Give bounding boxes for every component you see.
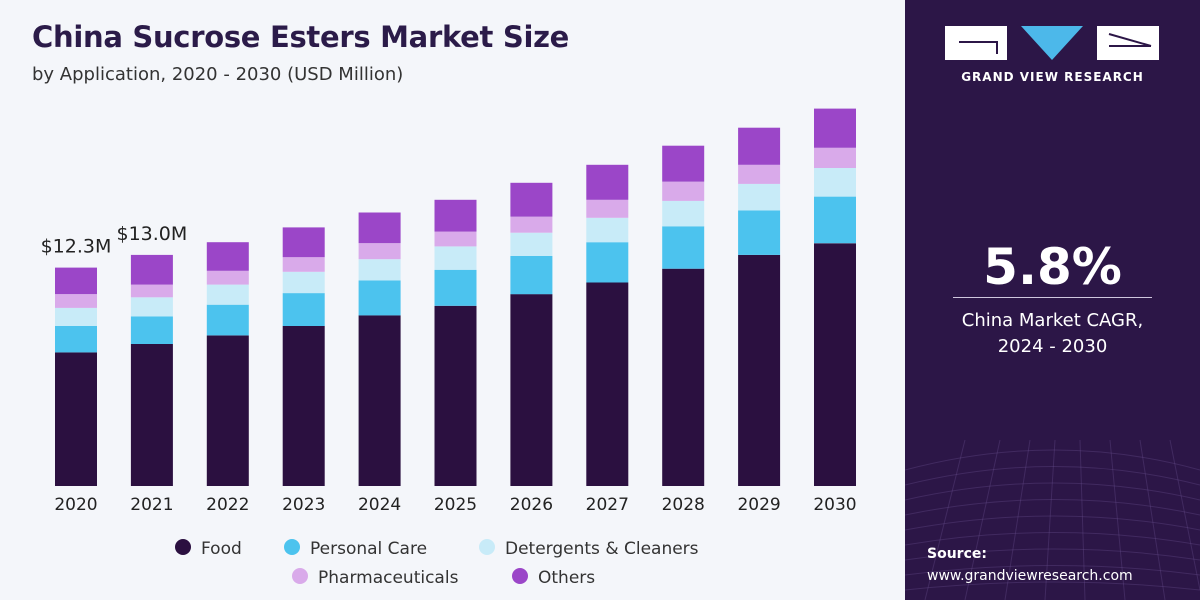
bar-segment-detergents-and-cleaners-2025 (434, 246, 477, 270)
x-tick-label-2024: 2024 (358, 495, 401, 515)
x-tick-label-2025: 2025 (434, 495, 477, 515)
bar-segment-pharmaceuticals-2030 (814, 147, 856, 168)
bar-segment-food-2030 (814, 243, 856, 486)
bar-segment-personal-care-2021 (130, 316, 173, 344)
bar-segment-others-2030 (814, 108, 856, 148)
bar-segment-others-2026 (510, 182, 553, 217)
bar-segment-personal-care-2028 (662, 226, 705, 269)
legend-label-pharmaceuticals: Pharmaceuticals (318, 568, 459, 588)
x-tick-label-2029: 2029 (737, 495, 780, 515)
bar-segment-pharmaceuticals-2020 (55, 294, 97, 308)
bar-segment-pharmaceuticals-2028 (662, 181, 705, 201)
bar-segment-detergents-and-cleaners-2027 (586, 217, 629, 243)
bar-segment-others-2024 (358, 212, 401, 244)
bar-segment-detergents-and-cleaners-2020 (55, 307, 97, 326)
x-tick-label-2023: 2023 (282, 495, 325, 515)
bar-segment-food-2023 (282, 325, 325, 486)
bar-segment-pharmaceuticals-2026 (510, 216, 553, 233)
bar-segment-food-2026 (510, 294, 553, 486)
bar-segment-detergents-and-cleaners-2021 (130, 297, 173, 317)
bar-segment-food-2021 (130, 344, 173, 486)
x-tick-label-2022: 2022 (206, 495, 249, 515)
stacked-bar-chart: 2020 2021 2022 2023 2024 2025 2026 2027 2028 2029… (41, 108, 857, 588)
x-tick-label-2027: 2027 (586, 495, 629, 515)
bar-segment-detergents-and-cleaners-2022 (206, 284, 249, 305)
legend-marker-personal-care (284, 539, 300, 555)
bar-segment-pharmaceuticals-2025 (434, 231, 477, 247)
legend-marker-detergents-and-cleaners (479, 539, 495, 555)
bar-segment-pharmaceuticals-2023 (282, 257, 325, 272)
grand-view-research-logo (945, 26, 1159, 60)
bar-segment-food-2022 (206, 335, 249, 486)
bar-segment-others-2025 (434, 199, 477, 232)
bar-segment-others-2023 (282, 227, 325, 258)
divider (953, 297, 1152, 298)
data-label-2021: $13.0M (117, 223, 188, 245)
bar-segment-pharmaceuticals-2021 (130, 284, 173, 298)
cagr-label-line-2: 2024 - 2030 (997, 336, 1108, 357)
cagr-label-line-1: China Market CAGR, (961, 310, 1144, 331)
bar-segment-others-2021 (130, 254, 173, 285)
data-label-2020: $12.3M (41, 236, 112, 258)
bar-segment-detergents-and-cleaners-2023 (282, 271, 325, 294)
x-tick-label-2021: 2021 (130, 495, 173, 515)
wireframe-grid-decoration (905, 439, 1200, 600)
legend-marker-food (175, 539, 191, 555)
bar-segment-detergents-and-cleaners-2029 (738, 183, 781, 211)
info-sidebar: GRAND VIEW RESEARCH 5.8% China Market CA… (905, 0, 1200, 600)
x-tick-label-2020: 2020 (54, 495, 97, 515)
bar-segment-pharmaceuticals-2029 (738, 164, 781, 184)
bar-segment-food-2024 (358, 315, 401, 486)
chart-subtitle: by Application, 2020 - 2030 (USD Million… (32, 64, 404, 85)
bar-segment-detergents-and-cleaners-2026 (510, 232, 553, 256)
bar-segment-detergents-and-cleaners-2024 (358, 259, 401, 281)
legend-label-personal-care: Personal Care (310, 539, 427, 559)
legend-marker-others (512, 568, 528, 584)
bar-segment-others-2020 (55, 267, 97, 295)
bar-segment-pharmaceuticals-2022 (206, 270, 249, 285)
bar-segment-detergents-and-cleaners-2030 (814, 168, 856, 197)
bar-segment-detergents-and-cleaners-2028 (662, 200, 705, 227)
bar-segment-personal-care-2027 (586, 242, 629, 283)
bar-segment-others-2028 (662, 145, 705, 182)
bar-segment-personal-care-2025 (434, 269, 477, 306)
x-tick-label-2030: 2030 (813, 495, 856, 515)
bar-segment-food-2029 (738, 254, 781, 486)
brand-name: GRAND VIEW RESEARCH (961, 70, 1144, 84)
bar-segment-others-2022 (206, 242, 249, 271)
chart-title: China Sucrose Esters Market Size (32, 20, 570, 54)
x-tick-label-2026: 2026 (510, 495, 553, 515)
bar-segment-personal-care-2024 (358, 280, 401, 316)
bar-segment-others-2029 (738, 127, 781, 165)
legend-marker-pharmaceuticals (292, 568, 308, 584)
bar-segment-personal-care-2030 (814, 196, 856, 244)
bar-segment-others-2027 (586, 164, 629, 200)
bar-segment-food-2025 (434, 305, 477, 486)
bar-segment-personal-care-2022 (206, 304, 249, 336)
bar-segment-pharmaceuticals-2024 (358, 243, 401, 260)
bar-segment-food-2020 (55, 352, 97, 486)
legend-label-detergents-and-cleaners: Detergents & Cleaners (505, 539, 699, 559)
cagr-value: 5.8% (983, 238, 1122, 296)
bar-segment-personal-care-2020 (55, 325, 97, 353)
legend-label-food: Food (201, 539, 242, 559)
chart-panel: China Sucrose Esters Market Size by Appl… (0, 0, 905, 600)
legend-label-others: Others (538, 568, 595, 588)
source-label: Source: (927, 546, 987, 562)
bar-segment-personal-care-2029 (738, 210, 781, 255)
x-tick-label-2028: 2028 (662, 495, 705, 515)
bar-segment-food-2028 (662, 268, 705, 486)
bar-segment-pharmaceuticals-2027 (586, 199, 629, 218)
bar-segment-personal-care-2026 (510, 256, 553, 295)
cagr-label: China Market CAGR, 2024 - 2030 (905, 308, 1200, 360)
source-url[interactable]: www.grandviewresearch.com (927, 568, 1133, 584)
bar-segment-personal-care-2023 (282, 293, 325, 326)
bar-segment-food-2027 (586, 282, 629, 486)
